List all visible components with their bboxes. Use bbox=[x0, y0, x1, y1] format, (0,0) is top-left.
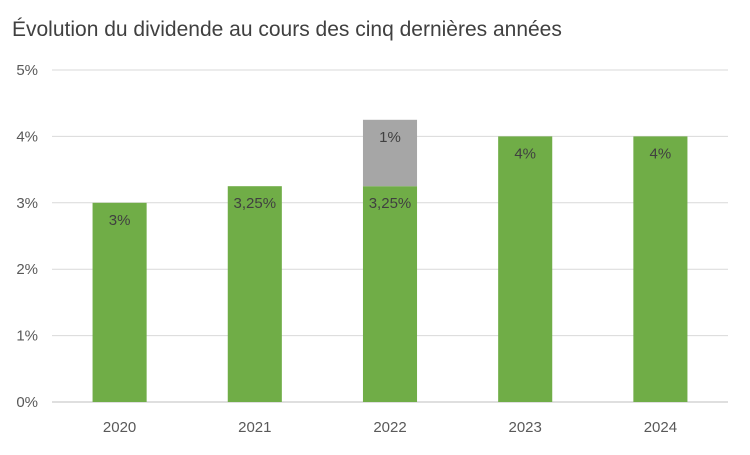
bar-segment bbox=[92, 202, 147, 402]
x-tick-label: 2024 bbox=[644, 419, 677, 436]
data-label: 1% bbox=[379, 129, 401, 146]
y-tick-label: 0% bbox=[16, 394, 38, 411]
bar-segment bbox=[633, 136, 688, 402]
y-tick-label: 1% bbox=[16, 328, 38, 345]
x-tick-label: 2023 bbox=[509, 419, 542, 436]
y-tick-label: 5% bbox=[16, 62, 38, 79]
bar-segment bbox=[362, 186, 418, 402]
bar-segment bbox=[227, 186, 282, 402]
y-tick-label: 3% bbox=[16, 195, 38, 212]
data-label: 3% bbox=[109, 212, 131, 229]
x-tick-label: 2020 bbox=[103, 419, 136, 436]
y-tick-label: 4% bbox=[16, 128, 38, 145]
data-label: 4% bbox=[650, 145, 672, 162]
bar-segment bbox=[362, 119, 418, 187]
x-tick-label: 2022 bbox=[373, 419, 406, 436]
data-label: 3,25% bbox=[234, 195, 277, 212]
bar-segment bbox=[498, 136, 553, 402]
x-tick-label: 2021 bbox=[238, 419, 271, 436]
data-label: 4% bbox=[514, 145, 536, 162]
data-label: 3,25% bbox=[369, 195, 412, 212]
y-tick-label: 2% bbox=[16, 261, 38, 278]
chart-title: Évolution du dividende au cours des cinq… bbox=[12, 18, 562, 41]
